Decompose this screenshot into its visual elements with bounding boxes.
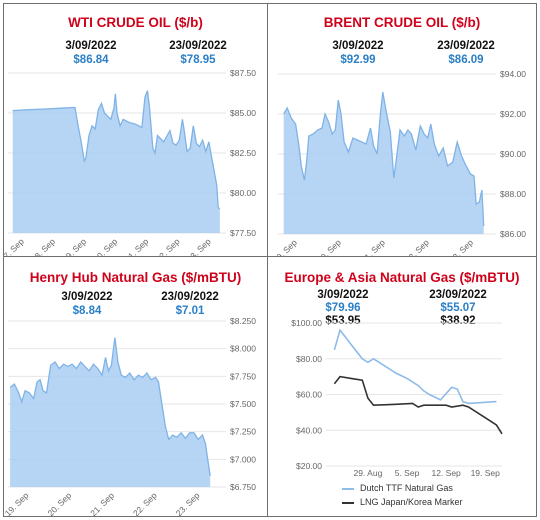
chart-title: BRENT CRUDE OIL ($/b) [323,15,481,30]
date-right: 23/09/2022 [429,289,487,301]
x-tick-label: 21. Sep [88,490,116,516]
brent-panel: BRENT CRUDE OIL ($/b) 3/09/2022 $92.99 2… [268,4,536,256]
ttf-price-right: $55.07 [440,302,476,314]
y-tick-label: $60.00 [296,390,322,400]
x-tick-label: 17. Sep [4,236,26,256]
y-tick-label: $20.00 [296,461,322,471]
legend-swatch-lng [342,501,354,504]
y-tick-label: $7.750 [230,371,256,381]
x-tick-label: 21. Sep [123,236,151,256]
y-tick-label: $77.50 [230,228,256,238]
x-tick-label: 19. Sep [271,237,299,256]
wti-panel: WTI CRUDE OIL ($/b) 3/09/2022 $86.84 23/… [4,4,267,256]
y-tick-label: $90.00 [500,149,526,159]
y-tick-label: $7.250 [230,427,256,437]
vertical-divider [267,4,268,516]
price-line [283,91,485,227]
y-tick-label: $86.00 [500,229,526,239]
x-tick-label: 19. Sep [471,468,501,478]
price-right: $86.09 [448,54,484,66]
y-tick-label: $88.00 [500,189,526,199]
y-tick-label: $82.50 [230,148,256,158]
brent-chart: $94.00 $92.00 $90.00 $88.00 $86.00 19. Sep 20.… [271,69,526,256]
y-tick-label: $80.00 [296,354,322,364]
x-tick-label: 20. Sep [45,490,73,516]
y-tick-label: $7.000 [230,454,256,464]
y-tick-label: $92.00 [500,109,526,119]
y-tick-label: $85.00 [230,108,256,118]
y-tick-label: $80.00 [230,188,256,198]
date-left: 3/09/2022 [332,40,384,52]
lng-price-right: $38.92 [440,315,476,327]
legend-item-lng[interactable]: LNG Japan/Korea Marker [342,497,463,507]
y-tick-label: $6.750 [230,482,256,492]
europe-asia-panel: Europe & Asia Natural Gas ($/mBTU) 3/09/… [268,257,536,516]
x-tick-label: 5. Sep [395,468,420,478]
lng-series-line [333,375,503,435]
x-tick-label: 20. Sep [315,237,343,256]
x-tick-label: 18. Sep [29,236,57,256]
y-tick-label: $8.250 [230,316,256,326]
y-tick-label: $87.50 [230,68,256,78]
y-tick-label: $100.00 [291,318,322,328]
price-area [283,92,484,234]
wti-chart: $87.50 $85.00 $82.50 $80.00 $77.50 17. Sep18.… [4,68,256,256]
x-tick-label: 12. Sep [431,468,461,478]
y-tick-label: $7.500 [230,399,256,409]
chart-title: Henry Hub Natural Gas ($/mBTU) [29,270,242,285]
date-left: 3/09/2022 [61,291,113,303]
x-tick-label: 22. Sep [154,236,182,256]
horizontal-divider [4,256,536,257]
date-right: 23/09/2022 [161,291,219,303]
price-right: $78.95 [180,54,216,66]
price-left: $92.99 [340,54,376,66]
date-left: 3/09/2022 [65,40,117,52]
y-tick-label: $94.00 [500,69,526,79]
price-left: $8.84 [72,305,102,317]
price-right: $7.01 [175,305,205,317]
europe-asia-chart: $100.00 $80.00 $60.00 $40.00 $20.00 29. Aug 5.… [291,318,503,478]
lng-price-left: $53.95 [325,315,361,327]
price-area [12,90,220,233]
x-tick-label: 23. Sep [174,490,202,516]
x-tick-label: 19. Sep [60,236,88,256]
y-tick-label: $40.00 [296,425,322,435]
x-tick-label: 21. Sep [359,237,387,256]
legend-label: Dutch TTF Natural Gas [360,483,453,493]
x-tick-label: 23. Sep [447,237,475,256]
legend-label: LNG Japan/Korea Marker [360,497,463,507]
ttf-price-left: $79.96 [325,302,361,314]
x-tick-label: 19. Sep [4,490,31,516]
price-line [9,337,211,476]
date-right: 23/09/2022 [437,40,495,52]
x-tick-label: 22. Sep [131,490,159,516]
chart-title: Europe & Asia Natural Gas ($/mBTU) [284,270,520,285]
chart-title: WTI CRUDE OIL ($/b) [68,15,203,30]
henry-hub-chart: $8.250 $8.000 $7.750 $7.500 $7.250 $7.000 $6.7… [4,316,256,516]
date-right: 23/09/2022 [169,40,227,52]
x-tick-label: 20. Sep [92,236,120,256]
ttf-series-line [333,328,497,405]
price-left: $86.84 [73,54,109,66]
dashboard-grid: WTI CRUDE OIL ($/b) 3/09/2022 $86.84 23/… [3,3,537,517]
legend-swatch-ttf [342,487,354,490]
x-tick-label: 29. Aug [353,468,382,478]
x-tick-label: 22. Sep [403,237,431,256]
price-line [12,90,221,210]
date-left: 3/09/2022 [317,289,369,301]
y-tick-label: $8.000 [230,344,256,354]
price-area [10,337,211,487]
legend-item-ttf[interactable]: Dutch TTF Natural Gas [342,483,453,493]
x-tick-label: 23. Sep [185,236,213,256]
henry-hub-panel: Henry Hub Natural Gas ($/mBTU) 3/09/2022… [4,257,267,516]
